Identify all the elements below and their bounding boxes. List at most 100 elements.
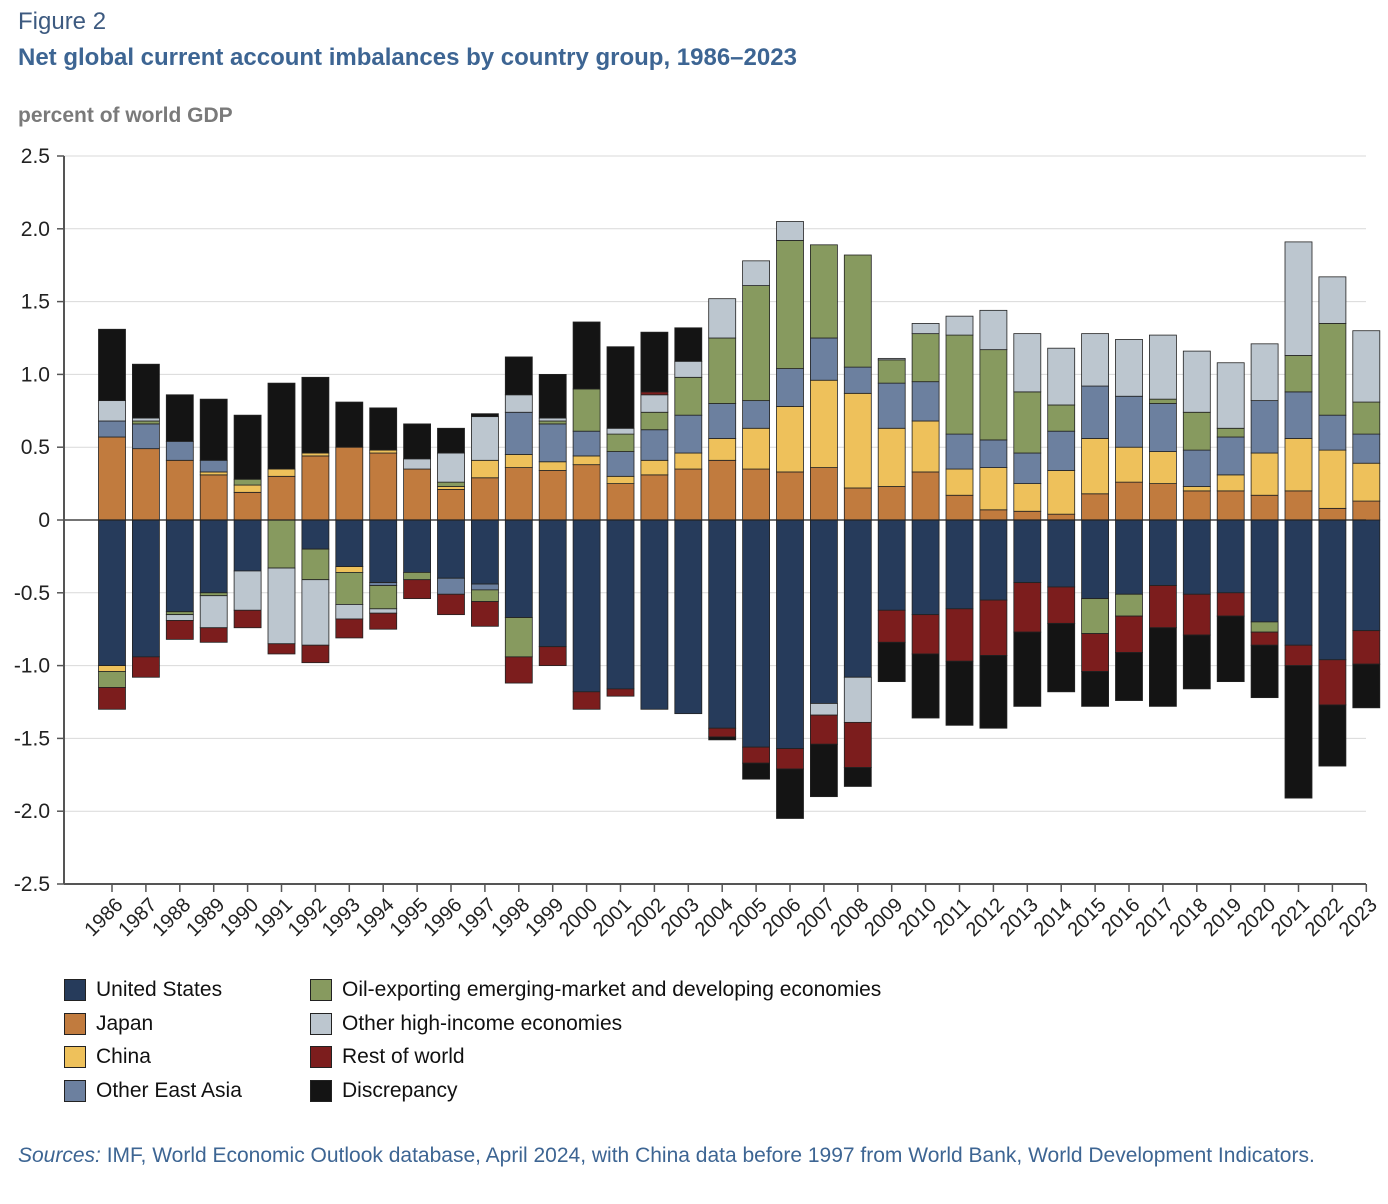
bar-segment [1149,585,1177,629]
bar-segment [1013,333,1042,393]
bar-segment [199,471,228,476]
y-tick-label: -1.5 [14,727,50,750]
bar-segment [674,452,703,470]
bar-segment [979,467,1008,511]
bar-segment [199,592,228,597]
bar-segment [945,433,974,470]
bar-segment [470,413,499,418]
x-tick-label: 1999 [521,894,568,941]
bar-stack-2013 [1013,333,1042,707]
bar-segment [810,379,838,468]
bar-segment [776,471,804,521]
bar-segment [742,260,770,286]
legend-item: Discrepancy [310,1079,458,1103]
x-tick-label: 2021 [1267,894,1314,941]
bar-segment [674,519,703,715]
legend-item: Other East Asia [64,1079,242,1103]
legend-item: Oil-exporting emerging-market and develo… [310,978,881,1002]
bar-stack-2000 [572,321,601,710]
x-tick-label: 2016 [1098,894,1145,941]
x-tick-label: 1997 [453,894,500,941]
bar-segment [1284,519,1313,646]
legend-swatch [310,1079,332,1102]
x-tick-label: 2010 [894,894,941,941]
bar-segment [810,337,838,381]
bar-segment [742,746,770,764]
bar-segment [98,328,126,402]
bar-segment [911,614,940,655]
bar-segment [776,221,804,241]
bar-segment [538,423,567,463]
legend-swatch [64,1012,86,1035]
bar-segment [538,461,567,471]
bar-segment [640,394,669,413]
bar-segment [199,474,228,521]
bar-stack-2015 [1081,333,1109,707]
bar-stack-1986 [98,328,126,710]
bar-segment [267,519,296,569]
bar-segment [1284,241,1313,356]
bar-stack-2016 [1115,339,1143,701]
bar-segment [776,748,804,770]
bar-segment [437,593,465,616]
bar-segment [877,359,906,384]
bar-segment [538,470,567,521]
bar-segment [470,601,499,627]
bar-stack-1987 [131,363,160,678]
bar-segment [1250,400,1279,454]
bar-stack-2019 [1216,362,1245,683]
bar-segment [98,671,126,688]
bar-segment [911,381,940,422]
bar-stack-1988 [165,394,194,640]
bar-segment [504,656,533,684]
x-tick-label: 2015 [1064,894,1111,941]
bar-segment [1318,323,1347,416]
bar-segment [945,519,974,610]
legend-swatch [64,979,86,1001]
bar-segment [1182,350,1211,413]
bar-segment [1013,452,1042,484]
bar-segment [165,459,194,521]
bar-segment [1284,490,1313,521]
bar-segment [979,599,1008,656]
bar-segment [131,363,160,419]
bar-segment [335,618,364,639]
bar-segment [1115,519,1143,595]
bar-segment [267,382,296,470]
legend-swatch [310,1046,332,1068]
bar-segment [504,411,533,455]
bar-segment [267,643,296,655]
bar-segment [572,519,601,693]
bar-segment [1013,483,1042,512]
bar-segment [267,468,296,477]
bar-segment [131,420,160,425]
bar-segment [640,331,669,393]
bar-segment [165,394,194,442]
legend-swatch [64,1079,86,1102]
bar-segment [1318,449,1347,509]
x-tick-label: 1986 [81,894,128,941]
bar-stack-2004 [708,298,737,741]
bar-segment [742,427,770,470]
bar-stack-2018 [1182,350,1211,690]
bar-stack-2008 [843,254,872,787]
bar-segment [1182,593,1211,636]
legend-label: Discrepancy [342,1078,458,1102]
bar-segment [843,392,872,489]
bar-segment [911,323,940,335]
bar-segment [267,567,296,645]
bar-segment [843,721,872,768]
legend-label: United States [96,978,223,1001]
bar-stack-1991 [267,382,296,655]
bar-segment [301,644,330,664]
bar-segment [843,254,872,368]
bar-segment [369,582,398,586]
bar-segment [1182,449,1211,487]
bar-segment [403,423,432,460]
bar-segment [437,489,465,521]
bar-segment [437,519,465,579]
bar-stack-1989 [199,398,228,643]
bar-stack-2010 [911,323,940,719]
bar-segment [131,448,160,521]
